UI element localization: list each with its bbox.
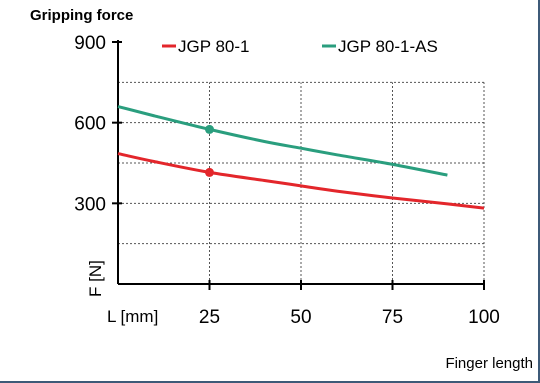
- legend: JGP 80-1 JGP 80-1-AS: [162, 37, 438, 56]
- x-axis-title: Finger length: [445, 355, 533, 372]
- series-lines: [117, 105, 485, 210]
- series-marker-2: [205, 124, 214, 134]
- x-axis-label: L [mm]: [107, 307, 158, 326]
- series-line-1: [117, 152, 485, 210]
- y-tick-labels: 300 600 900: [74, 33, 106, 215]
- legend-label: JGP 80-1-AS: [338, 37, 438, 56]
- axes: [112, 40, 485, 290]
- legend-label: JGP 80-1: [178, 37, 250, 56]
- x-tick-label: 25: [199, 307, 220, 328]
- x-tick-labels: 25 50 75 100: [199, 307, 500, 328]
- series-marker-1: [205, 167, 214, 177]
- y-tick-label: 300: [74, 194, 106, 215]
- y-tick-label: 900: [74, 33, 106, 54]
- y-tick-label: 600: [74, 114, 106, 135]
- series-line-2: [117, 105, 448, 177]
- x-tick-label: 50: [290, 307, 311, 328]
- x-tick-label: 100: [468, 307, 500, 328]
- chart-title: Gripping force: [30, 7, 133, 24]
- x-tick-label: 75: [382, 307, 403, 328]
- grid-lines: [118, 81, 485, 284]
- y-axis-label: F [N]: [86, 260, 105, 297]
